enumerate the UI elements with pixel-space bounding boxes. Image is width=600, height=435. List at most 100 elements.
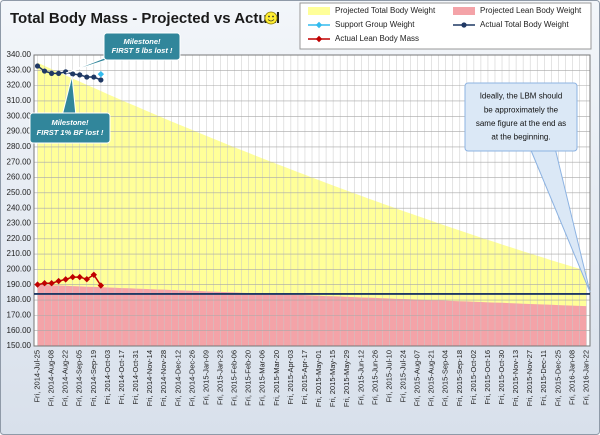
marker	[62, 276, 69, 283]
x-tick-label: Fri, 2015-May-15	[328, 350, 337, 407]
legend-marker	[461, 22, 467, 28]
y-tick-label: 230.00	[7, 219, 32, 228]
smiley-icon	[264, 11, 278, 25]
x-tick-label: Fri, 2014-Jul-25	[33, 350, 42, 403]
x-tick-label: Fri, 2015-Jun-12	[356, 350, 365, 405]
marker	[63, 69, 69, 75]
annotation-text: FIRST 1% BF lost !	[37, 128, 104, 137]
x-tick-label: Fri, 2014-Dec-26	[187, 350, 196, 406]
x-tick-label: Fri, 2015-Nov-13	[511, 350, 520, 406]
x-tick-label: Fri, 2015-Mar-06	[258, 350, 267, 406]
marker	[90, 271, 98, 278]
x-tick-label: Fri, 2015-Sep-04	[441, 350, 450, 406]
y-tick-label: 160.00	[7, 326, 32, 335]
x-tick-label: Fri, 2015-Jul-24	[398, 350, 407, 403]
marker	[77, 72, 83, 78]
y-tick-label: 240.00	[7, 203, 32, 212]
x-tick-label: Fri, 2014-Oct-17	[117, 350, 126, 405]
annotation-text: FIRST 5 lbs lost !	[112, 46, 173, 55]
x-tick-label: Fri, 2015-Mar-20	[272, 350, 281, 406]
annotation-text: Ideally, the LBM should	[480, 92, 563, 101]
y-tick-label: 150.00	[7, 341, 32, 350]
x-tick-label: Fri, 2014-Nov-28	[159, 350, 168, 406]
legend-label: Actual Lean Body Mass	[335, 34, 419, 43]
marker	[48, 280, 55, 287]
x-tick-label: Fri, 2015-Jan-09	[201, 350, 210, 405]
x-tick-label: Fri, 2015-Dec-11	[539, 350, 548, 406]
annotation-box	[464, 82, 578, 152]
legend-label: Projected Total Body Weight	[335, 6, 436, 15]
x-tick-label: Fri, 2015-Feb-20	[244, 350, 253, 406]
y-tick-label: 260.00	[7, 173, 32, 182]
marker	[70, 71, 76, 77]
y-tick-label: 200.00	[7, 265, 32, 274]
x-tick-label: Fri, 2014-Sep-19	[89, 350, 98, 406]
annotation-text: be approximately the	[484, 105, 559, 114]
legend-label: Actual Total Body Weight	[480, 20, 569, 29]
y-tick-label: 180.00	[7, 295, 32, 304]
legend-swatch	[453, 7, 475, 15]
x-tick-label: Fri, 2015-May-01	[314, 350, 323, 407]
chart-title: Total Body Mass - Projected vs Actual	[10, 10, 280, 27]
marker	[97, 282, 105, 289]
y-tick-label: 250.00	[7, 188, 32, 197]
y-tick-label: 280.00	[7, 142, 32, 151]
x-tick-label: Fri, 2016-Jan-22	[581, 350, 590, 405]
y-tick-label: 170.00	[7, 310, 32, 319]
annotation-text: Milestone!	[123, 37, 161, 46]
x-tick-label: Fri, 2015-Aug-21	[427, 350, 436, 406]
x-tick-label: Fri, 2014-Sep-05	[75, 350, 84, 406]
annotation-text: Milestone!	[51, 118, 89, 127]
marker	[41, 68, 48, 74]
y-tick-label: 330.00	[7, 65, 32, 74]
x-tick-label: Fri, 2014-Aug-22	[61, 350, 70, 406]
x-tick-label: Fri, 2015-Aug-07	[413, 350, 422, 406]
legend-marker	[315, 21, 323, 29]
marker	[34, 63, 41, 69]
marker	[56, 70, 62, 76]
y-tick-label: 340.00	[7, 50, 32, 59]
legend-label: Support Group Weight	[335, 20, 415, 29]
annotation: Ideally, the LBM should be approximately …	[464, 82, 591, 293]
x-tick-label: Fri, 2014-Aug-08	[47, 350, 56, 406]
marker	[34, 281, 41, 288]
annotation: Milestone!FIRST 1% BF lost !	[29, 75, 111, 144]
x-tick-label: Fri, 2014-Dec-12	[173, 350, 182, 406]
x-tick-label: Fri, 2015-Nov-27	[525, 350, 534, 406]
annotation-text: same figure at the end as	[476, 119, 566, 128]
x-tick-label: Fri, 2014-Oct-03	[103, 350, 112, 405]
y-tick-label: 320.00	[7, 81, 32, 90]
x-tick-label: Fri, 2015-Jan-23	[215, 350, 224, 405]
line	[37, 65, 102, 81]
x-tick-label: Fri, 2015-Jun-26	[370, 350, 379, 405]
marker	[41, 280, 48, 287]
legend-label: Projected Lean Body Weight	[480, 6, 582, 15]
marker	[55, 277, 62, 285]
x-tick-label: Fri, 2015-Oct-30	[497, 350, 506, 405]
x-tick-label: Fri, 2015-May-29	[342, 350, 351, 407]
x-tick-label: Fri, 2016-Jan-08	[567, 350, 576, 405]
legend-box	[299, 2, 592, 50]
marker	[69, 273, 76, 281]
legend-swatch	[308, 7, 330, 15]
marker	[98, 77, 104, 83]
annotation-box	[103, 32, 181, 61]
marker	[76, 273, 83, 281]
x-tick-label: Fri, 2014-Nov-14	[145, 350, 154, 406]
annotation-box	[29, 112, 111, 144]
plot-border	[33, 54, 591, 347]
annotation: Milestone!FIRST 5 lbs lost !	[65, 32, 181, 74]
x-tick-label: Fri, 2015-Jul-10	[384, 350, 393, 403]
annotation-text: at the beginning.	[491, 133, 550, 142]
marker	[84, 74, 90, 80]
y-tick-label: 300.00	[7, 111, 32, 120]
marker	[97, 70, 105, 78]
x-tick-label: Fri, 2015-Dec-25	[553, 350, 562, 406]
marker	[48, 70, 55, 76]
marker	[91, 74, 97, 80]
x-tick-label: Fri, 2015-Apr-03	[286, 350, 295, 405]
line	[37, 273, 102, 286]
y-tick-label: 210.00	[7, 249, 32, 258]
